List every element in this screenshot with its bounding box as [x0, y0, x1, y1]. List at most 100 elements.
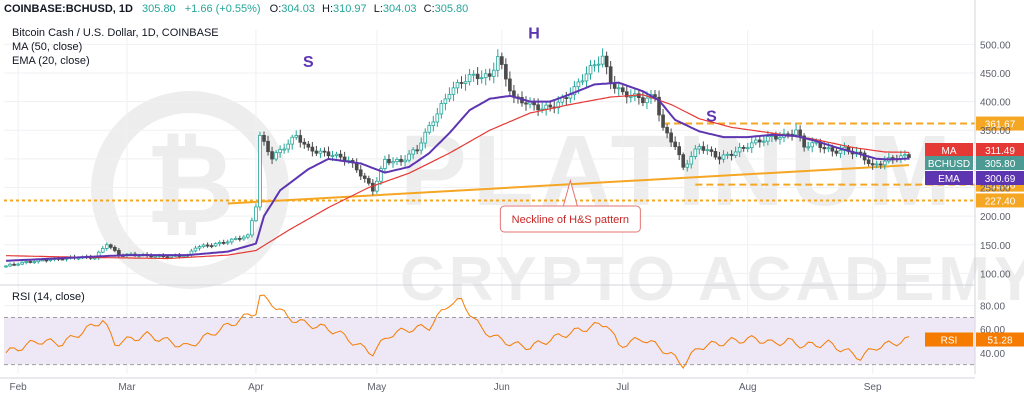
candle: [44, 259, 49, 262]
candle: [435, 113, 440, 123]
candle: [213, 243, 218, 247]
candle: [411, 149, 415, 155]
rsi-tick-label: 60.00: [980, 325, 1005, 336]
candle: [685, 163, 690, 168]
candle: [491, 69, 496, 77]
candle: [109, 244, 113, 248]
candle: [463, 81, 468, 84]
candle: [326, 151, 331, 157]
ema-line: [5, 81, 910, 262]
candle: [153, 255, 157, 258]
ohlc-high: 310.97: [333, 3, 367, 15]
candle: [778, 137, 782, 140]
candle: [757, 139, 762, 143]
candle: [709, 149, 714, 152]
ohlc-close: 305.80: [435, 3, 469, 15]
candle: [294, 135, 299, 138]
svg-text:COINBASE:BCHUSD, 1D 30: COINBASE:BCHUSD, 1D 305.80 +1.66 (+0.55%…: [4, 3, 468, 15]
x-tick-label: Sep: [864, 382, 882, 393]
candle: [391, 161, 395, 164]
candle: [278, 149, 282, 154]
rsi-tick-label: 80.00: [980, 302, 1005, 313]
candle: [298, 135, 303, 143]
candle: [483, 73, 488, 79]
y-tick-label: 100.00: [980, 269, 1011, 280]
candle: [564, 97, 569, 99]
chart-title: Bitcoin Cash / U.S. Dollar, 1D, COINBASE: [12, 27, 219, 39]
candle: [616, 87, 621, 90]
last-price: 305.80: [142, 3, 176, 15]
candle: [657, 96, 661, 116]
candle: [766, 136, 770, 142]
ema-value: 300.69: [985, 174, 1016, 185]
candle: [193, 247, 198, 252]
candle: [362, 175, 367, 179]
candle: [753, 139, 758, 144]
level-label: 255.06: [985, 181, 1016, 192]
rsi-legend: RSI (14, close): [12, 291, 85, 303]
candle: [254, 206, 258, 222]
candle: [661, 114, 665, 128]
candle: [870, 163, 875, 166]
candle: [572, 86, 577, 96]
ma-line: [6, 94, 909, 260]
ma-value-tag: [976, 143, 1024, 157]
candle: [419, 142, 424, 151]
candle: [4, 265, 8, 268]
candle: [322, 150, 327, 153]
candle: [580, 80, 585, 83]
candle: [729, 153, 734, 156]
x-tick-label: Feb: [9, 382, 27, 393]
candle: [427, 125, 432, 133]
price-change: +1.66 (+0.55%): [185, 3, 261, 15]
candle: [100, 248, 105, 253]
x-tick-label: Apr: [248, 382, 264, 393]
candle: [318, 150, 323, 154]
ema-legend: EMA (20, close): [12, 55, 90, 67]
candle: [762, 140, 766, 143]
candle: [544, 104, 548, 110]
candle: [266, 140, 270, 153]
x-tick-label: Jul: [616, 382, 629, 393]
candle: [242, 236, 246, 240]
candle: [806, 146, 810, 149]
candle: [608, 66, 613, 84]
candle: [576, 81, 581, 88]
level-tag: [976, 193, 1024, 208]
candle: [737, 147, 742, 153]
candle: [407, 153, 411, 161]
ohlc-open: 304.03: [281, 3, 315, 15]
candle: [878, 163, 883, 166]
candle: [838, 149, 843, 154]
watermark: ₿ PLATINUM CRYPTO ACADEMY: [91, 91, 1024, 314]
ohlc-low: 304.03: [383, 3, 417, 15]
neckline: [227, 164, 910, 205]
candle: [629, 96, 633, 98]
candle: [32, 261, 37, 264]
x-tick-label: May: [367, 382, 386, 393]
candle: [250, 220, 254, 236]
candle: [20, 261, 24, 265]
candle: [443, 98, 448, 104]
candle: [399, 159, 403, 163]
candle: [225, 241, 230, 244]
y-tick-label: 250.00: [980, 184, 1011, 195]
level-label: 227.40: [985, 196, 1016, 207]
ohlc-open-label: O:: [270, 3, 282, 15]
candle: [447, 93, 452, 100]
ma-legend: MA (50, close): [12, 41, 82, 53]
candle: [387, 158, 391, 164]
candle: [705, 149, 710, 152]
y-tick-label: 350.00: [980, 126, 1011, 137]
candle: [24, 261, 28, 263]
candle: [338, 153, 343, 158]
rsi-value: 51.28: [987, 336, 1012, 347]
candle: [641, 97, 645, 104]
candle: [596, 63, 601, 66]
candle: [455, 82, 460, 89]
candle: [16, 263, 20, 266]
rsi-line: [5, 294, 910, 370]
candle: [290, 136, 295, 145]
candle: [903, 154, 907, 157]
bchusd-name: BCHUSD: [928, 159, 970, 170]
